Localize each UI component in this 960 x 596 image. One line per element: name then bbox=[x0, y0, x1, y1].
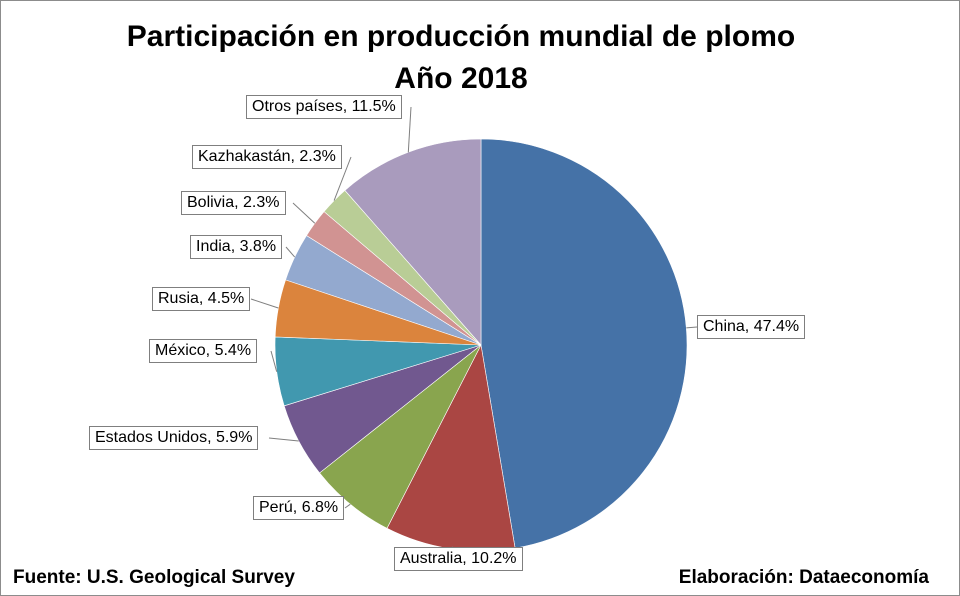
leader-line bbox=[268, 437, 299, 442]
slice-label-kazhakast-n: Kazhakastán, 2.3% bbox=[192, 145, 342, 169]
source-note: Fuente: U.S. Geological Survey bbox=[13, 567, 295, 588]
slice-label-rusia: Rusia, 4.5% bbox=[152, 287, 251, 311]
slice-label-india: India, 3.8% bbox=[190, 235, 283, 259]
slice-label-bolivia: Bolivia, 2.3% bbox=[181, 191, 286, 215]
slice-label-australia: Australia, 10.2% bbox=[394, 547, 523, 571]
leader-line bbox=[686, 326, 698, 329]
slice-label-m-xico: México, 5.4% bbox=[149, 339, 258, 363]
slice-label-per-: Perú, 6.8% bbox=[253, 496, 345, 520]
leader-line bbox=[333, 156, 352, 201]
leader-line bbox=[344, 503, 351, 509]
pie-slice-china bbox=[480, 138, 688, 549]
leader-line bbox=[285, 246, 296, 258]
leader-line bbox=[250, 298, 279, 309]
label-leader-lines bbox=[250, 106, 698, 550]
pie-slices bbox=[274, 138, 688, 552]
slice-label-otros-pa-ses: Otros países, 11.5% bbox=[246, 95, 402, 119]
leader-line bbox=[270, 350, 278, 372]
slice-label-china: China, 47.4% bbox=[697, 315, 806, 339]
slice-label-estados-unidos: Estados Unidos, 5.9% bbox=[89, 426, 259, 450]
credit-note: Elaboración: Dataeconomía bbox=[678, 567, 929, 588]
chart-title: Participación en producción mundial de p… bbox=[126, 20, 796, 53]
chart-subtitle: Año 2018 bbox=[394, 62, 528, 95]
pie-slice-otros-pa-ses bbox=[344, 138, 482, 346]
leader-line bbox=[407, 106, 412, 153]
leader-line bbox=[292, 202, 316, 224]
